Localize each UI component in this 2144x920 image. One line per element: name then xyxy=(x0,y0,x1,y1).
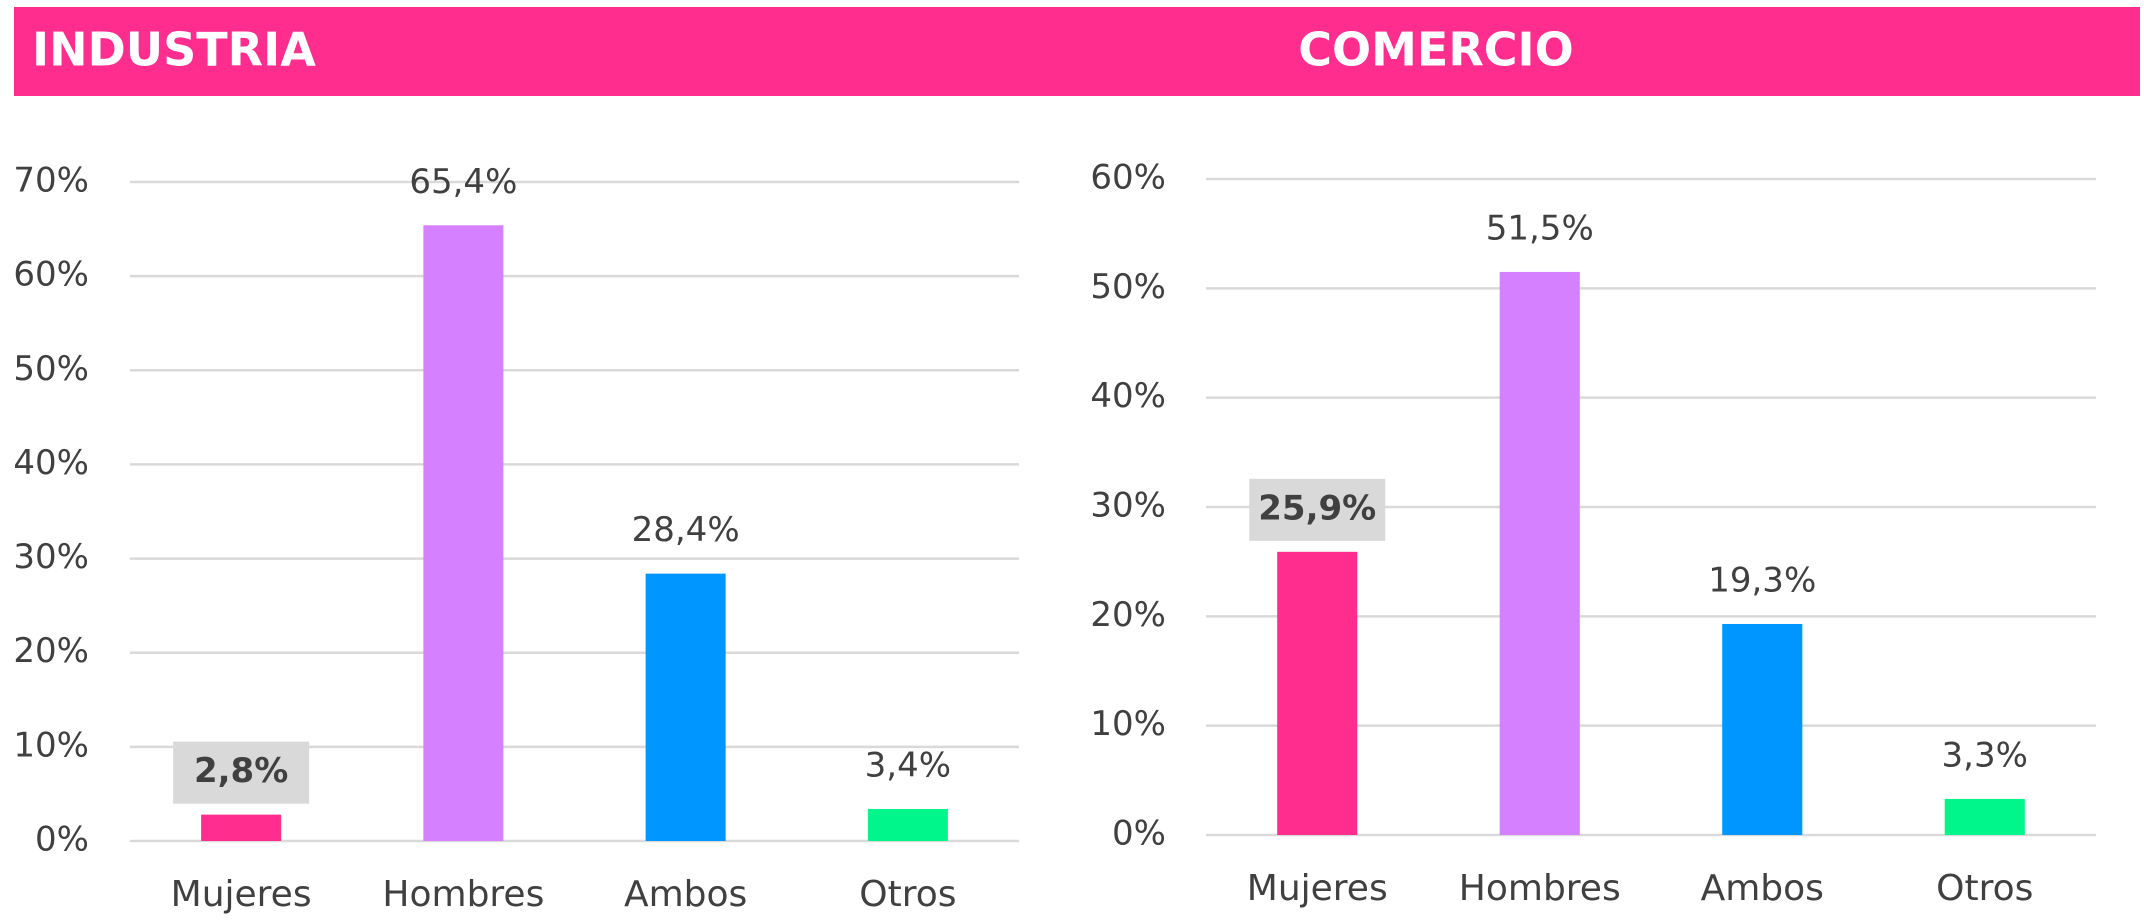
y-tick-label: 30% xyxy=(1090,486,1166,526)
bar xyxy=(645,573,726,841)
data-label: 51,5% xyxy=(1486,208,1594,248)
data-label: 19,3% xyxy=(1708,560,1816,600)
x-tick-label: Ambos xyxy=(624,874,747,915)
data-label: 3,3% xyxy=(1942,735,2028,775)
label-highlight xyxy=(1249,478,1386,541)
y-tick-label: 50% xyxy=(1090,267,1166,307)
y-tick-label: 10% xyxy=(1090,704,1166,744)
bar xyxy=(1499,271,1580,835)
y-tick-label: 40% xyxy=(13,443,89,483)
x-tick-label: Mujeres xyxy=(171,874,312,915)
bar xyxy=(1277,551,1358,835)
chart-title: INDUSTRIA xyxy=(32,23,316,77)
bar xyxy=(423,225,504,841)
data-label: 3,4% xyxy=(865,745,951,785)
data-label: 2,8% xyxy=(194,751,288,791)
chart-title: COMERCIO xyxy=(1298,23,1573,77)
x-tick-label: Hombres xyxy=(382,874,544,915)
x-tick-label: Otros xyxy=(859,874,956,915)
y-tick-label: 30% xyxy=(13,537,89,577)
x-tick-label: Hombres xyxy=(1459,868,1621,909)
y-tick-label: 40% xyxy=(1090,376,1166,416)
bar xyxy=(201,814,282,841)
y-tick-label: 20% xyxy=(1090,595,1166,635)
bar xyxy=(1944,798,2025,835)
x-tick-label: Mujeres xyxy=(1247,868,1388,909)
data-label: 28,4% xyxy=(632,510,740,550)
y-tick-label: 60% xyxy=(13,255,89,295)
y-tick-label: 10% xyxy=(13,725,89,765)
y-tick-label: 60% xyxy=(1090,158,1166,198)
data-label: 65,4% xyxy=(409,162,517,202)
y-tick-label: 0% xyxy=(1112,814,1166,854)
data-label: 25,9% xyxy=(1258,488,1376,528)
label-highlight xyxy=(173,741,310,804)
y-tick-label: 20% xyxy=(13,631,89,671)
bar xyxy=(1722,623,1803,835)
x-tick-label: Otros xyxy=(1936,868,2033,909)
header-bar xyxy=(14,7,2140,96)
y-tick-label: 0% xyxy=(35,820,89,860)
y-tick-label: 70% xyxy=(13,161,89,201)
y-tick-label: 50% xyxy=(13,349,89,389)
bar xyxy=(867,808,948,841)
x-tick-label: Ambos xyxy=(1701,868,1824,909)
